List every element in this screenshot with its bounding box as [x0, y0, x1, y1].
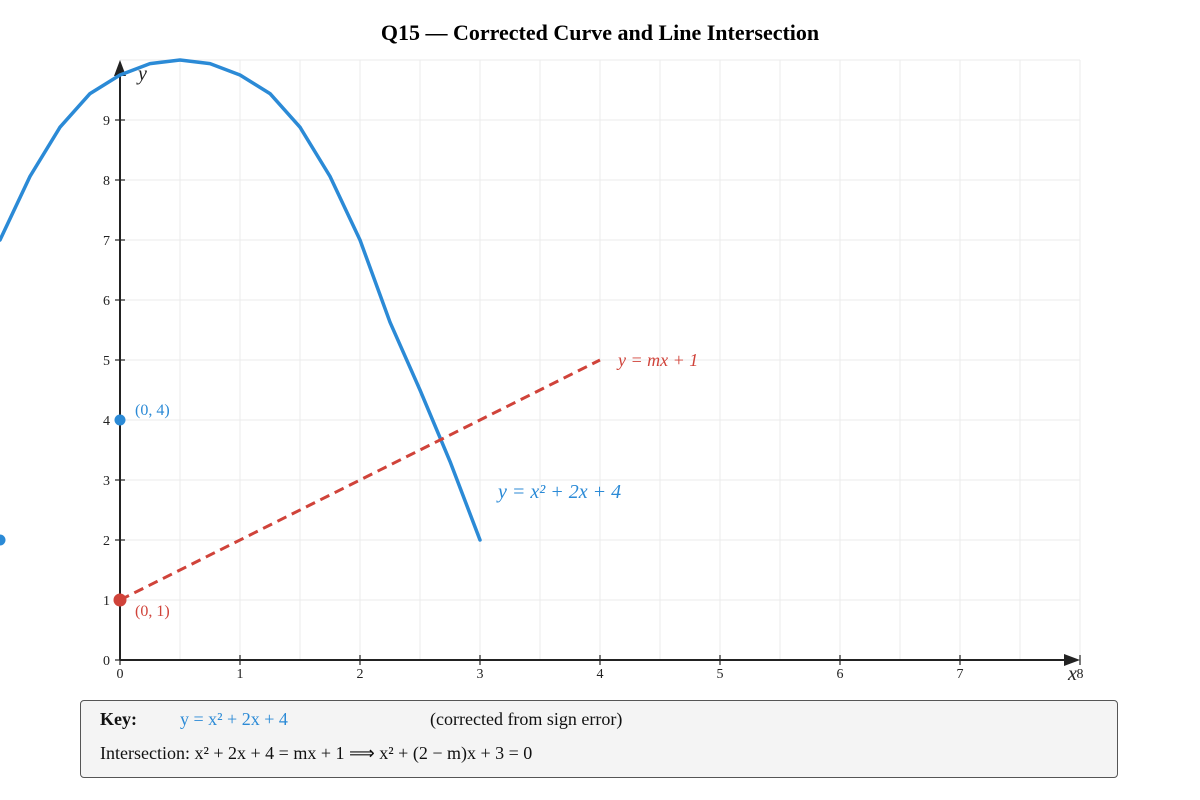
- data-point: [0, 534, 6, 546]
- x-tick-label: 1: [237, 667, 244, 682]
- data-point: [113, 593, 127, 607]
- line-series: [119, 358, 601, 602]
- points: (0, 4) (0, 1): [0, 402, 170, 620]
- x-tick-label: 0: [117, 667, 124, 682]
- curve-equation-label: y = x² + 2x + 4: [496, 481, 621, 503]
- key-intersection-equation: Intersection: x² + 2x + 4 = mx + 1 ⟹ x² …: [100, 743, 533, 763]
- x-tick-label: 6: [837, 667, 844, 682]
- y-tick-label: 0: [103, 654, 110, 669]
- x-tick-label: 2: [357, 667, 364, 682]
- point-label: (0, 1): [135, 603, 170, 620]
- x-tick-label: 8: [1077, 667, 1084, 682]
- x-axis-label: x: [1067, 663, 1077, 685]
- y-tick-label: 7: [103, 234, 110, 249]
- y-tick-label: 4: [103, 414, 110, 429]
- annotations: y = x² + 2x + 4 y = mx + 1: [496, 350, 698, 503]
- point-label: (0, 4): [135, 402, 170, 419]
- line-equation-label: y = mx + 1: [616, 350, 698, 370]
- curve-series: [0, 58, 482, 542]
- data-point: [114, 414, 126, 426]
- x-tick-label: 7: [957, 667, 964, 682]
- y-tick-label: 2: [103, 534, 110, 549]
- y-tick-label: 6: [103, 294, 110, 309]
- series: [0, 58, 601, 602]
- x-tick-label: 5: [717, 667, 724, 682]
- y-axis-label: y: [136, 63, 147, 85]
- x-axis-arrow: [1064, 654, 1080, 666]
- key-box: Key: y = x² + 2x + 4 (corrected from sig…: [80, 700, 1118, 778]
- chart: Q15 — Corrected Curve and Line Intersect…: [0, 20, 1084, 685]
- y-tick-label: 8: [103, 174, 110, 189]
- x-tick-label: 4: [597, 667, 604, 682]
- chart-title: Q15 — Corrected Curve and Line Intersect…: [381, 20, 819, 45]
- ticks: 0 1 2 3 4 5 6 7 8 0 1 2 3 4 5 6 7 8 9: [103, 114, 1084, 682]
- y-tick-label: 5: [103, 354, 110, 369]
- y-tick-label: 3: [103, 474, 110, 489]
- key-curve-entry: y = x² + 2x + 4: [180, 709, 288, 729]
- y-tick-label: 1: [103, 594, 110, 609]
- key-note: (corrected from sign error): [430, 709, 623, 729]
- x-tick-label: 3: [477, 667, 484, 682]
- axes: [114, 60, 1080, 666]
- y-tick-label: 9: [103, 114, 110, 129]
- key-title: Key:: [100, 709, 137, 729]
